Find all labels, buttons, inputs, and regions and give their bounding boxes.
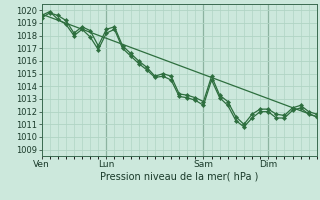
X-axis label: Pression niveau de la mer( hPa ): Pression niveau de la mer( hPa ) xyxy=(100,172,258,182)
